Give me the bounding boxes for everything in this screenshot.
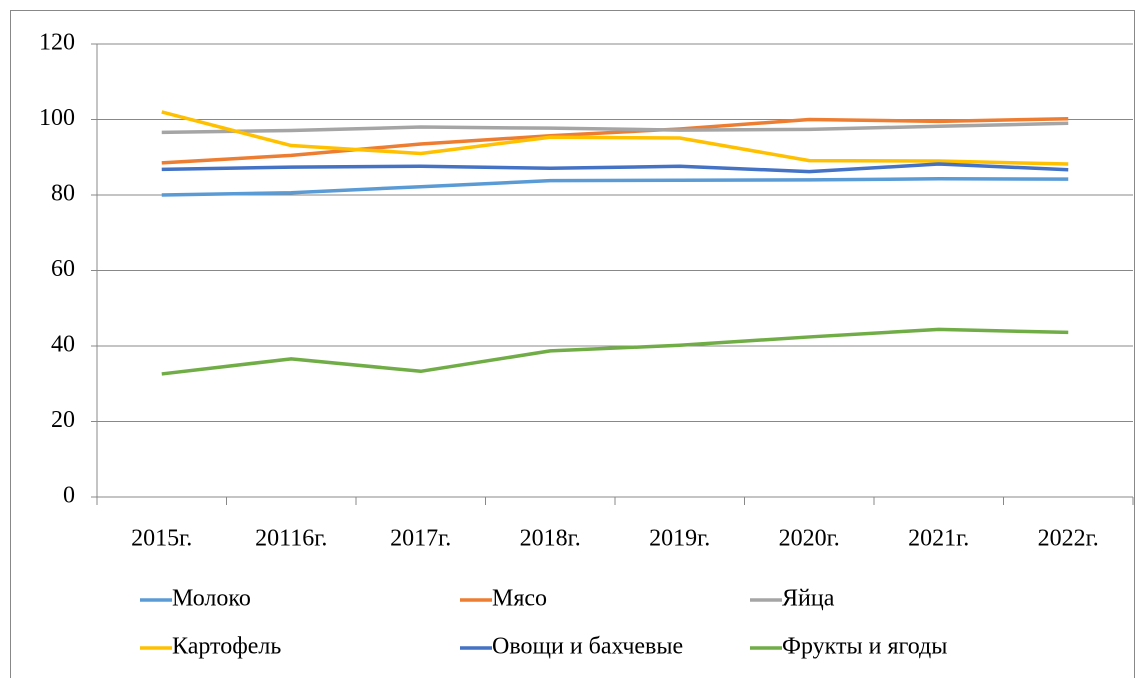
series-line — [161, 110, 1069, 166]
x-tick-label: 2021г. — [908, 526, 969, 552]
series-line — [161, 162, 1069, 174]
chart-frame — [10, 10, 1135, 678]
y-tick-label: 0 — [63, 483, 75, 509]
x-tick-label: 2020г. — [779, 526, 840, 552]
y-tick-label: 120 — [39, 30, 75, 56]
x-tick-label: 2019г. — [649, 526, 710, 552]
y-tick-label: 80 — [51, 181, 75, 207]
series-line — [161, 121, 1069, 135]
y-tick-label: 20 — [51, 407, 75, 433]
series-line — [161, 327, 1069, 376]
legend-label: Молоко — [172, 586, 251, 612]
x-tick-label: 2017г. — [390, 526, 451, 552]
legend-label: Овощи и бахчевые — [492, 634, 683, 660]
legend-label: Картофель — [172, 634, 281, 660]
legend-label: Мясо — [492, 586, 547, 612]
series-line — [161, 177, 1069, 197]
x-tick-label: 2018г. — [520, 526, 581, 552]
x-tick-label: 2022г. — [1038, 526, 1099, 552]
x-tick-label: 20116г. — [255, 526, 327, 552]
y-tick-label: 100 — [39, 105, 75, 131]
y-tick-label: 60 — [51, 256, 75, 282]
x-tick-label: 2015г. — [131, 526, 192, 552]
series-line — [161, 116, 1069, 165]
y-tick-label: 40 — [51, 332, 75, 358]
legend-label: Фрукты и ягоды — [782, 634, 947, 660]
legend-label: Яйца — [782, 586, 835, 612]
